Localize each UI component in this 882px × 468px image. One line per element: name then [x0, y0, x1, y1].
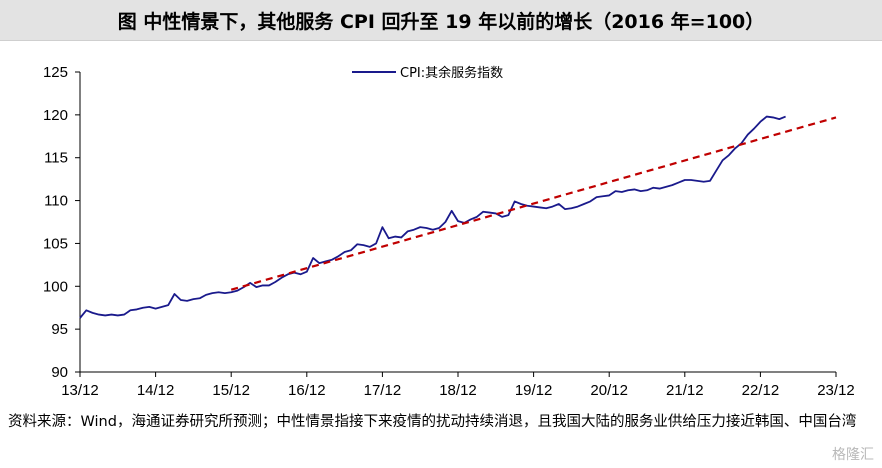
source-note: 资料来源：Wind，海通证券研究所预测；中性情景指接下来疫情的扰动持续消退，且我…: [8, 414, 857, 430]
y-tick-label: 105: [43, 235, 68, 252]
x-tick-label: 15/12: [212, 382, 250, 399]
chart-title: 图 中性情景下，其他服务 CPI 回升至 19 年以前的增长（2016 年=10…: [117, 10, 765, 33]
x-tick-label: 18/12: [439, 382, 477, 399]
title-bar: 图 中性情景下，其他服务 CPI 回升至 19 年以前的增长（2016 年=10…: [0, 0, 882, 41]
trend-line: [230, 116, 837, 291]
x-tick-label: 17/12: [364, 382, 402, 399]
y-tick-label: 100: [43, 278, 68, 295]
y-tick-label: 120: [43, 107, 68, 124]
series-layer: [79, 115, 837, 319]
y-tick-label: 95: [51, 321, 68, 338]
y-tick-label: 90: [51, 364, 68, 381]
x-tick-label: 22/12: [742, 382, 780, 399]
x-tick-label: 21/12: [666, 382, 704, 399]
axis-ticks: 90 95 100 105 110 115 120 125 13/12 14/12 15/12 16/…: [43, 64, 855, 399]
x-tick-label: 20/12: [590, 382, 628, 399]
x-tick-label: 14/12: [137, 382, 175, 399]
y-tick-label: 125: [43, 64, 68, 81]
x-tick-label: 23/12: [817, 382, 855, 399]
x-tick-label: 19/12: [515, 382, 553, 399]
chart-legend: CPI:其余服务指数: [352, 65, 503, 81]
series-line-cpi: [79, 115, 786, 319]
y-tick-label: 110: [44, 193, 68, 210]
legend-label: CPI:其余服务指数: [400, 65, 503, 81]
x-tick-label: 13/12: [61, 382, 99, 399]
line-chart: 90 95 100 105 110 115 120 125 13/12 14/12 15/12 16/…: [43, 64, 855, 399]
y-tick-label: 115: [44, 150, 68, 167]
x-tick-label: 16/12: [288, 382, 326, 399]
watermark: 格隆汇: [832, 447, 874, 463]
